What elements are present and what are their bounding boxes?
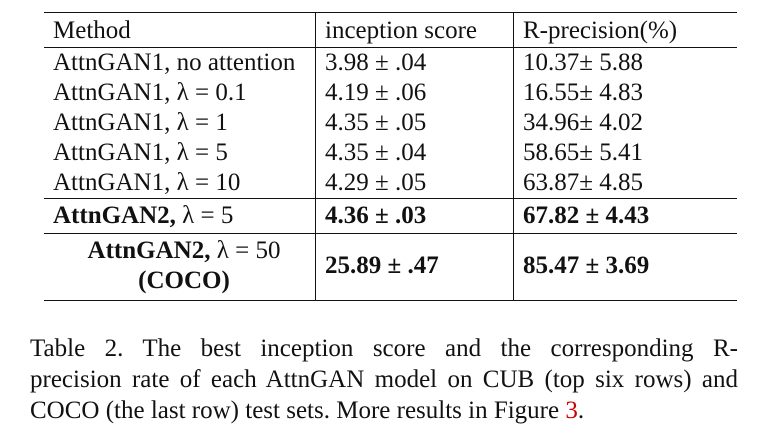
table-row: AttnGAN1, λ = 5 4.35 ± .04 58.65± 5.41 [44, 138, 737, 168]
figure-link[interactable]: 3 [565, 397, 578, 424]
cell-inception-score: 4.29 ± .05 [315, 168, 514, 199]
table-caption: Table 2. The best inception score and th… [30, 333, 738, 426]
header-r-precision: R-precision(%) [513, 12, 737, 48]
cell-r-precision: 58.65± 5.41 [513, 138, 737, 168]
cell-inception-score: 25.89 ± .47 [315, 233, 514, 301]
table-header-row: Method inception score R-precision(%) [44, 12, 737, 48]
caption-text: . [577, 397, 585, 424]
method-name: AttnGAN2, [87, 237, 211, 264]
table-row: AttnGAN1, λ = 0.1 4.19 ± .06 16.55± 4.83 [44, 78, 737, 108]
best-cub-row: AttnGAN2, λ = 5 4.36 ± .03 67.82 ± 4.43 [44, 198, 737, 234]
results-table-container: Method inception score R-precision(%) At… [44, 12, 737, 301]
method-name: AttnGAN2, [53, 202, 176, 229]
method-line-1: AttnGAN2, λ = 50 [53, 236, 315, 266]
lambda-value: λ = 50 [210, 237, 281, 264]
cell-inception-score: 4.19 ± .06 [315, 78, 514, 108]
caption-line: Table 2. The best inception score and th… [30, 335, 738, 362]
header-inception-score: inception score [315, 12, 514, 48]
header-method: Method [44, 12, 316, 48]
cell-method: AttnGAN2, λ = 50 (COCO) [44, 233, 316, 301]
caption-line: precision rate of each AttnGAN model on … [30, 366, 738, 393]
coco-row: AttnGAN2, λ = 50 (COCO) 25.89 ± .47 85.4… [44, 233, 737, 301]
lambda-value: λ = 5 [175, 202, 234, 229]
cell-method: AttnGAN2, λ = 5 [44, 198, 316, 234]
dataset-label: (COCO) [138, 267, 230, 294]
cell-inception-score: 4.36 ± .03 [315, 198, 514, 234]
cell-inception-score: 4.35 ± .04 [315, 138, 514, 168]
cell-r-precision: 16.55± 4.83 [513, 78, 737, 108]
caption-line: COCO (the last row) test sets. More resu… [30, 395, 738, 426]
cell-method: AttnGAN1, no attention [53, 49, 296, 76]
table-row: AttnGAN1, λ = 1 4.35 ± .05 34.96± 4.02 [44, 108, 737, 138]
cell-inception-score: 3.98 ± .04 [315, 47, 514, 78]
cell-r-precision: 10.37± 5.88 [513, 47, 737, 78]
cell-method: AttnGAN1, λ = 5 [53, 139, 228, 166]
table-row: AttnGAN1, λ = 10 4.29 ± .05 63.87± 4.85 [44, 168, 737, 199]
caption-text: COCO (the last row) test sets. More resu… [30, 397, 566, 424]
results-table: Method inception score R-precision(%) At… [44, 12, 737, 301]
table-row: AttnGAN1, no attention 3.98 ± .04 10.37±… [44, 47, 737, 78]
cell-method: AttnGAN1, λ = 10 [53, 169, 241, 196]
cell-r-precision: 34.96± 4.02 [513, 108, 737, 138]
cell-method: AttnGAN1, λ = 1 [53, 109, 228, 136]
cell-r-precision: 63.87± 4.85 [513, 168, 737, 199]
cell-method: AttnGAN1, λ = 0.1 [53, 79, 247, 106]
cell-inception-score: 4.35 ± .05 [315, 108, 514, 138]
cell-r-precision: 85.47 ± 3.69 [513, 233, 737, 301]
cell-r-precision: 67.82 ± 4.43 [513, 198, 737, 234]
